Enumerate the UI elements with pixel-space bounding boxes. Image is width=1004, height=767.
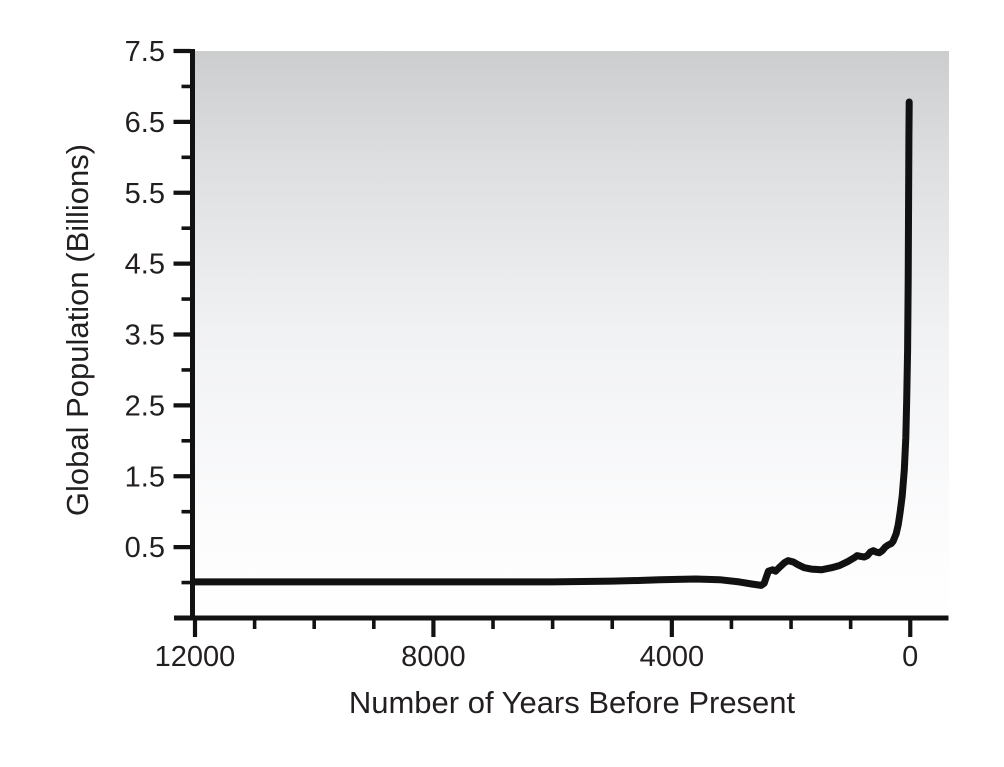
x-axis-title: Number of Years Before Present (349, 685, 796, 720)
tick-labels: 12000 8000 4000 0 7.5 6.5 5.5 4.5 3.5 2.5 1.5 0.5 (125, 36, 919, 673)
y-tick-label: 7.5 (125, 36, 165, 68)
population-curve (191, 98, 913, 589)
y-tick-label: 5.5 (125, 178, 165, 210)
y-tick-label: 4.5 (125, 249, 165, 281)
y-tick-label: 1.5 (125, 461, 165, 493)
x-axis-ticks (192, 620, 913, 637)
x-tick-label: 8000 (401, 641, 466, 673)
x-tick-label: 12000 (155, 641, 236, 673)
x-tick-label: 0 (902, 641, 918, 673)
y-tick-label: 6.5 (125, 107, 165, 139)
y-tick-label: 0.5 (125, 532, 165, 564)
y-axis-title: Global Population (Billions) (60, 144, 95, 516)
y-axis-ticks (173, 48, 191, 585)
plot-area-background (195, 51, 949, 618)
y-tick-label: 2.5 (125, 390, 165, 422)
y-tick-label: 3.5 (125, 320, 165, 352)
x-tick-label: 4000 (640, 641, 705, 673)
